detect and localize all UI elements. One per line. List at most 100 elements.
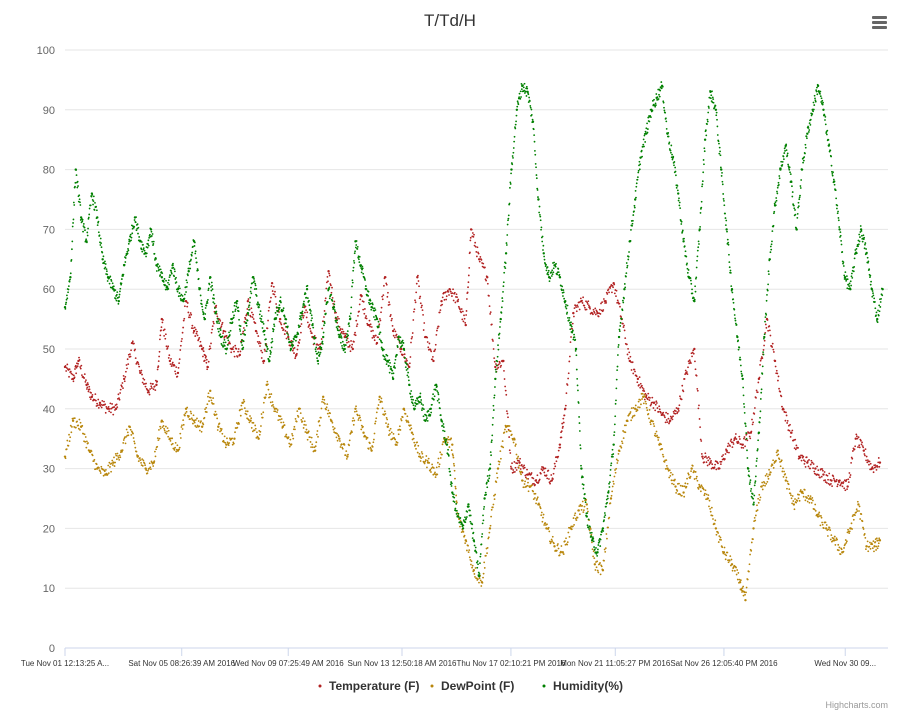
- data-point-fill: [539, 472, 542, 475]
- data-point-fill: [123, 380, 126, 383]
- data-point-fill: [470, 563, 472, 566]
- data-point-fill: [711, 90, 713, 93]
- data-point-fill: [436, 385, 438, 388]
- data-point-fill: [290, 443, 293, 446]
- data-point-fill: [348, 344, 351, 347]
- data-point: [577, 509, 580, 512]
- data-point-fill: [269, 353, 272, 355]
- data-point-fill: [785, 143, 788, 146]
- data-point-fill: [224, 330, 227, 333]
- data-point-fill: [452, 493, 455, 496]
- data-point-fill: [211, 284, 214, 287]
- data-point-fill: [159, 334, 162, 337]
- data-point-fill: [519, 90, 522, 93]
- data-point-fill: [455, 503, 458, 505]
- data-point-fill: [133, 219, 136, 221]
- data-point-fill: [727, 442, 730, 445]
- data-point: [149, 228, 153, 231]
- data-point-fill: [757, 381, 760, 384]
- data-point-fill: [732, 298, 735, 301]
- data-point: [698, 228, 701, 231]
- data-point-fill: [768, 468, 770, 471]
- data-point-fill: [116, 452, 119, 455]
- data-point: [168, 359, 172, 363]
- data-point-fill: [512, 441, 515, 444]
- data-point-fill: [571, 322, 574, 325]
- data-point-fill: [171, 437, 174, 440]
- data-point: [63, 455, 67, 458]
- data-point-fill: [222, 345, 225, 348]
- data-point: [833, 539, 836, 542]
- data-point-fill: [641, 384, 643, 387]
- data-point-fill: [594, 569, 597, 571]
- data-point-fill: [261, 321, 264, 323]
- data-point-fill: [652, 420, 654, 423]
- data-point-fill: [676, 189, 679, 192]
- data-point-fill: [512, 157, 514, 159]
- data-point: [816, 84, 820, 88]
- data-point-fill: [428, 461, 431, 464]
- data-point-fill: [167, 288, 170, 290]
- data-point-fill: [266, 383, 269, 386]
- data-point-fill: [435, 333, 438, 336]
- data-point-fill: [757, 501, 760, 504]
- data-point-fill: [862, 528, 865, 530]
- data-point-fill: [829, 529, 832, 531]
- data-point-fill: [620, 316, 623, 318]
- data-point-fill: [633, 414, 636, 417]
- data-point-fill: [854, 249, 857, 251]
- data-point-fill: [427, 457, 430, 460]
- data-point-fill: [281, 327, 284, 329]
- data-point-fill: [86, 382, 89, 384]
- data-point-fill: [148, 462, 151, 465]
- data-point-fill: [433, 473, 436, 475]
- data-point-fill: [113, 456, 115, 459]
- data-point-fill: [439, 309, 442, 312]
- data-point: [843, 276, 847, 279]
- data-point-fill: [728, 266, 731, 269]
- data-point-fill: [514, 445, 517, 447]
- data-point-fill: [379, 331, 382, 334]
- data-point-fill: [185, 291, 187, 293]
- data-point-fill: [112, 285, 115, 288]
- data-point-fill: [690, 282, 693, 285]
- data-point-fill: [259, 430, 262, 433]
- data-point-fill: [391, 317, 393, 320]
- data-point-fill: [696, 249, 699, 252]
- data-point-fill: [524, 476, 527, 479]
- data-point-fill: [218, 422, 221, 425]
- data-point-fill: [737, 572, 740, 574]
- data-point-fill: [105, 468, 107, 471]
- data-point-fill: [683, 378, 686, 380]
- data-point-fill: [809, 118, 812, 121]
- data-point-fill: [159, 338, 161, 341]
- data-point-fill: [277, 310, 280, 312]
- data-point-fill: [861, 441, 863, 444]
- data-point-fill: [497, 366, 500, 369]
- data-point-fill: [74, 181, 77, 184]
- data-point-fill: [81, 424, 84, 427]
- data-point-fill: [205, 406, 208, 409]
- data-point-fill: [444, 440, 447, 443]
- data-point-fill: [280, 301, 282, 304]
- data-point-fill: [445, 295, 448, 298]
- data-point-fill: [151, 233, 154, 235]
- data-point-fill: [393, 328, 396, 331]
- data-point-fill: [836, 204, 839, 207]
- context-menu-button[interactable]: [866, 12, 892, 34]
- data-point-fill: [316, 357, 318, 359]
- data-point: [305, 288, 309, 291]
- data-point-fill: [604, 547, 607, 550]
- data-point-fill: [621, 442, 624, 445]
- data-point-fill: [806, 137, 808, 140]
- data-point-fill: [454, 487, 457, 490]
- data-point-fill: [205, 304, 208, 307]
- data-point-fill: [358, 414, 361, 417]
- data-point-fill: [439, 407, 441, 410]
- data-point-fill: [494, 493, 497, 496]
- data-point-fill: [355, 410, 358, 413]
- data-point-fill: [685, 485, 688, 488]
- data-point-fill: [611, 490, 614, 493]
- data-point-fill: [248, 421, 251, 424]
- data-point-fill: [333, 309, 336, 311]
